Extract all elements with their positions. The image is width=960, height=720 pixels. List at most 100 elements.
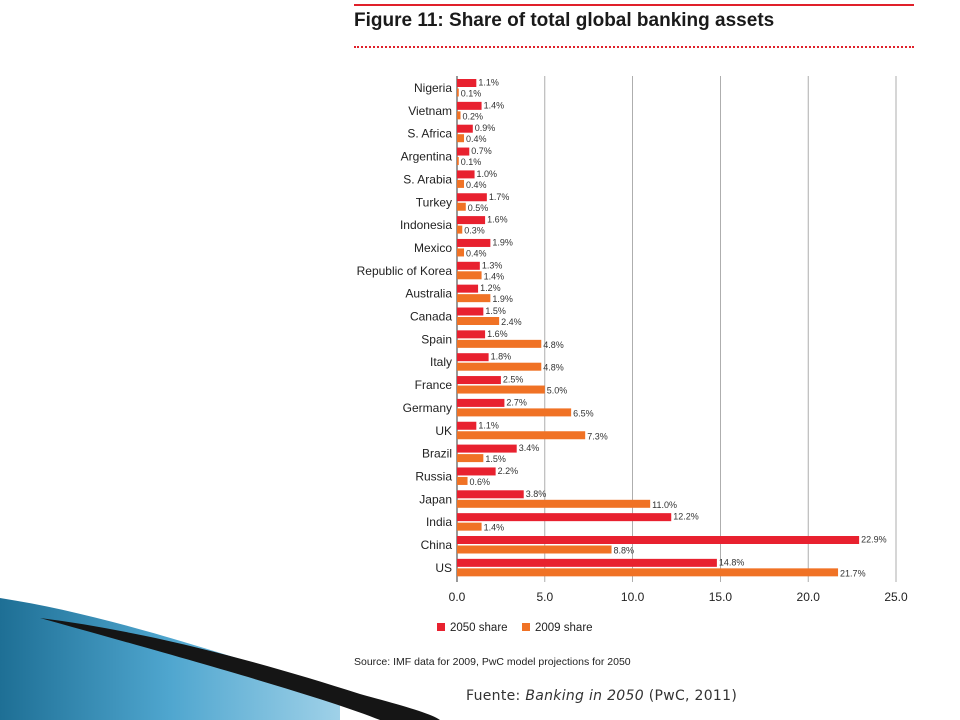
category-label: Republic of Korea	[357, 264, 453, 278]
data-label-2050: 1.8%	[491, 352, 512, 362]
bar-layer	[457, 79, 860, 577]
data-label-2009: 0.4%	[466, 180, 487, 190]
category-label: India	[426, 515, 452, 529]
data-label-2050: 3.4%	[519, 443, 540, 453]
legend-2009-label: 2009 share	[535, 622, 593, 634]
data-label-2050: 22.9%	[861, 535, 887, 545]
category-label: Australia	[405, 287, 452, 301]
bar-2050	[457, 193, 487, 202]
bar-2050	[457, 261, 480, 270]
data-label-2009: 0.1%	[461, 89, 482, 99]
data-label-2050: 3.8%	[526, 489, 547, 499]
data-label-2009: 5.0%	[547, 386, 568, 396]
bar-2050	[457, 444, 517, 453]
bar-2050	[457, 284, 479, 293]
bar-2009	[457, 271, 482, 280]
bar-2009	[457, 88, 459, 97]
bar-2009	[457, 385, 545, 394]
bar-2050	[457, 147, 470, 156]
data-label-2009: 0.2%	[463, 111, 484, 121]
data-label-2009: 1.9%	[492, 294, 513, 304]
category-label: Mexico	[414, 241, 452, 255]
caption-prefix: Fuente:	[466, 688, 526, 704]
data-label-2050: 2.5%	[503, 375, 524, 385]
bar-2050	[457, 536, 860, 544]
bar-2009	[457, 294, 491, 303]
category-label: Russia	[415, 469, 452, 483]
bar-2009	[457, 157, 459, 166]
figure-title: Figure 11: Share of total global banking…	[354, 10, 775, 31]
data-label-2050: 0.9%	[475, 123, 496, 133]
data-label-2009: 4.8%	[543, 340, 564, 350]
data-label-2050: 2.7%	[506, 397, 527, 407]
bar-2009	[457, 339, 542, 348]
category-label: Turkey	[416, 195, 452, 209]
x-tick-label: 25.0	[884, 590, 908, 604]
bar-2050	[457, 467, 496, 476]
data-label-2009: 11.0%	[652, 500, 677, 510]
data-label-2050: 1.0%	[477, 169, 498, 179]
category-label: UK	[435, 424, 452, 438]
data-label-2050: 1.6%	[487, 215, 508, 225]
bar-2050	[457, 79, 477, 87]
category-label: Spain	[421, 332, 452, 346]
x-tick-label: 10.0	[621, 590, 645, 604]
blue-wave-shape	[0, 598, 340, 720]
bar-2050	[457, 398, 505, 407]
data-label-2050: 14.8%	[719, 557, 745, 567]
bar-2009	[457, 568, 839, 577]
data-label-2050: 0.7%	[471, 146, 492, 156]
title-dotted-rule	[354, 46, 914, 48]
bar-2009	[457, 522, 482, 531]
bar-2009	[457, 476, 468, 485]
title-top-rule	[354, 4, 914, 6]
category-label: Italy	[430, 355, 452, 369]
data-label-2050: 1.3%	[482, 260, 503, 270]
data-label-2009: 0.6%	[470, 477, 491, 487]
bar-2009	[457, 408, 572, 417]
bar-2050	[457, 558, 717, 567]
bar-2050	[457, 238, 491, 247]
data-label-2009: 4.8%	[543, 363, 564, 373]
category-label: Germany	[403, 401, 452, 415]
bar-2050	[457, 421, 477, 430]
bar-2050	[457, 513, 672, 522]
x-tick-label: 0.0	[449, 590, 466, 604]
legend-2050: 2050 share	[437, 622, 508, 634]
category-label: Nigeria	[414, 81, 452, 95]
bar-2050	[457, 216, 486, 225]
caption: Fuente: Banking in 2050 (PwC, 2011)	[466, 688, 737, 704]
legend-2009-swatch	[522, 623, 530, 631]
category-label: S. Arabia	[403, 172, 452, 186]
x-tick-label: 5.0	[536, 590, 553, 604]
source-note: Source: IMF data for 2009, PwC model pro…	[354, 656, 631, 668]
category-label: Canada	[410, 310, 452, 324]
dark-swoosh-shape	[40, 618, 440, 720]
data-label-2050: 1.5%	[485, 306, 506, 316]
bar-2050	[457, 124, 473, 133]
data-label-2009: 21.7%	[840, 568, 866, 578]
data-label-2050: 1.9%	[492, 237, 513, 247]
bar-2050	[457, 307, 484, 316]
bar-2009	[457, 499, 651, 508]
data-label-2009: 0.4%	[466, 134, 487, 144]
x-tick-label: 15.0	[709, 590, 733, 604]
bar-2009	[457, 134, 465, 143]
caption-italic: Banking in 2050	[525, 688, 644, 704]
data-label-2009: 7.3%	[587, 431, 608, 441]
bar-2050	[457, 101, 482, 110]
category-label: China	[421, 538, 453, 552]
data-label-2050: 1.2%	[480, 283, 501, 293]
data-label-2009: 1.4%	[484, 271, 505, 281]
data-label-2050: 1.4%	[484, 100, 505, 110]
category-label: Indonesia	[400, 218, 452, 232]
bar-2009	[457, 317, 500, 325]
data-label-2009: 6.5%	[573, 408, 594, 418]
category-label: US	[435, 561, 452, 575]
category-label: Argentina	[401, 150, 453, 164]
bar-2009	[457, 248, 465, 257]
data-label-2009: 0.5%	[468, 203, 489, 213]
data-label-2009: 0.4%	[466, 248, 487, 258]
